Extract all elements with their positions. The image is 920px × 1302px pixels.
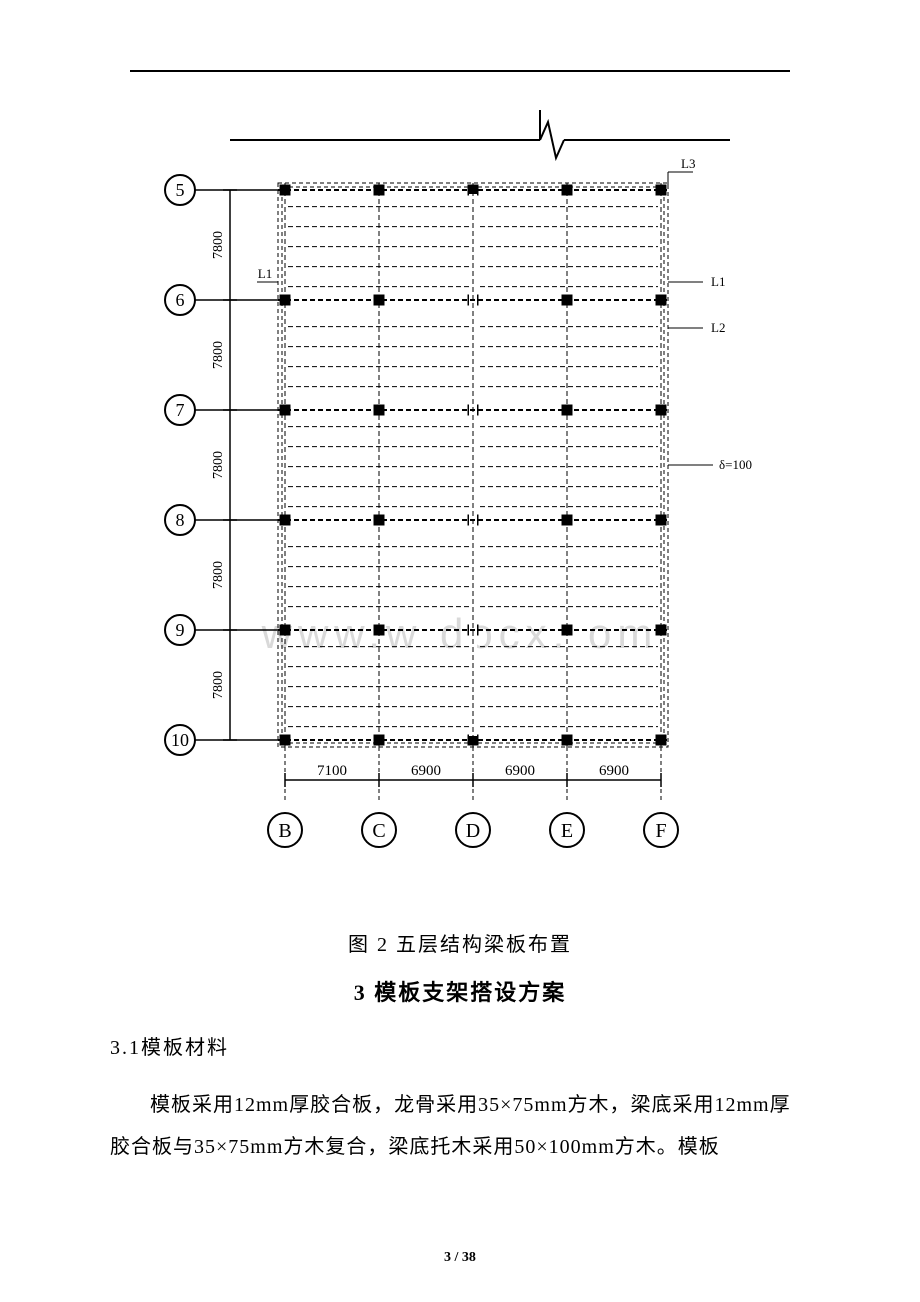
svg-text:7800: 7800 — [211, 231, 226, 259]
svg-text:L1: L1 — [711, 274, 725, 289]
svg-text:7800: 7800 — [211, 561, 226, 589]
svg-text:B: B — [278, 820, 291, 842]
svg-text:7800: 7800 — [211, 341, 226, 369]
page-number: 3 / 38 — [0, 1250, 920, 1266]
subsection-heading: 3.1模板材料 — [110, 1031, 820, 1060]
svg-text:9: 9 — [176, 620, 185, 640]
svg-text:E: E — [561, 820, 573, 842]
svg-text:L2: L2 — [711, 320, 725, 335]
section-heading: 3 模板支架搭设方案 — [100, 975, 820, 1007]
svg-text:5: 5 — [176, 180, 185, 200]
svg-text:L3: L3 — [681, 156, 695, 171]
svg-text:L1: L1 — [258, 266, 272, 281]
page-top-rule — [130, 70, 790, 72]
svg-text:7100: 7100 — [317, 763, 347, 779]
svg-text:C: C — [372, 820, 385, 842]
svg-text:7: 7 — [176, 400, 185, 420]
structural-diagram: 5 6 7 8 9 10 7800 7800 7800 7800 7800 7100 6900 690… — [110, 100, 810, 920]
svg-text:7800: 7800 — [211, 451, 226, 479]
svg-text:8: 8 — [176, 510, 185, 530]
body-paragraph: 模板采用12mm厚胶合板，龙骨采用35×75mm方木，梁底采用12mm厚胶合板与… — [100, 1084, 820, 1168]
svg-text:6900: 6900 — [599, 763, 629, 779]
svg-text:F: F — [655, 820, 666, 842]
svg-text:D: D — [466, 820, 480, 842]
svg-text:7800: 7800 — [211, 671, 226, 699]
diagram-svg: 5 6 7 8 9 10 7800 7800 7800 7800 7800 7100 6900 690… — [110, 100, 810, 920]
svg-text:10: 10 — [171, 730, 189, 750]
svg-text:6: 6 — [176, 290, 185, 310]
document-page: www.w docx. om — [0, 0, 920, 1302]
figure-caption: 图 2 五层结构梁板布置 — [100, 928, 820, 957]
svg-text:δ=100: δ=100 — [719, 457, 752, 472]
svg-text:6900: 6900 — [411, 763, 441, 779]
svg-text:6900: 6900 — [505, 763, 535, 779]
